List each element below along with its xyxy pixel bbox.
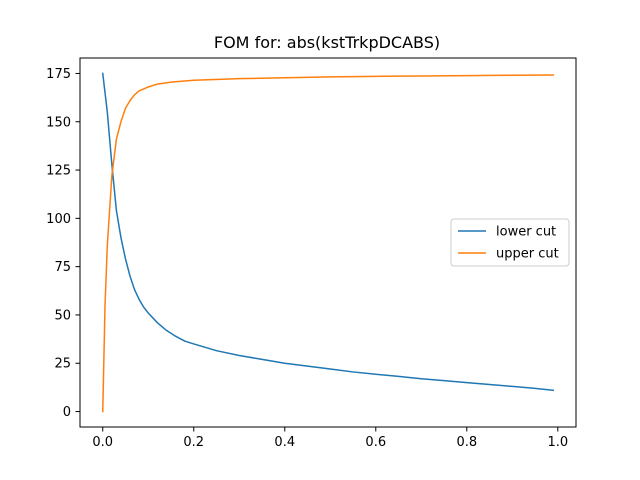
legend-label: upper cut [496, 247, 559, 262]
plot-frame [79, 57, 577, 428]
plot-area [79, 57, 577, 428]
chart-title: FOM for: abs(kstTrkpDCABS) [214, 33, 440, 52]
series-line-upper-cut [101, 74, 555, 413]
x-tick-label: 0.6 [365, 435, 386, 450]
x-axis: 0.0 0.2 0.4 0.6 0.8 1.0 [92, 427, 568, 450]
legend-label: lower cut [496, 225, 556, 240]
legend: lower cut upper cut [450, 218, 570, 267]
y-tick-label: 25 [54, 357, 71, 372]
series-line-lower-cut [101, 72, 555, 392]
y-tick-label: 75 [54, 260, 71, 275]
x-tick-label: 0.8 [456, 435, 477, 450]
y-tick-label: 100 [46, 212, 71, 227]
series-group [101, 72, 555, 413]
y-tick-label: 125 [46, 164, 71, 179]
y-tick-label: 150 [46, 115, 71, 130]
x-tick-label: 0.4 [274, 435, 295, 450]
y-tick-label: 175 [46, 67, 71, 82]
y-axis: 0 25 50 75 100 125 150 175 [46, 67, 80, 420]
x-tick-label: 0.2 [183, 435, 204, 450]
x-tick-label: 0.0 [92, 435, 113, 450]
x-tick-label: 1.0 [547, 435, 568, 450]
y-tick-label: 0 [63, 405, 71, 420]
y-tick-label: 50 [54, 308, 71, 323]
